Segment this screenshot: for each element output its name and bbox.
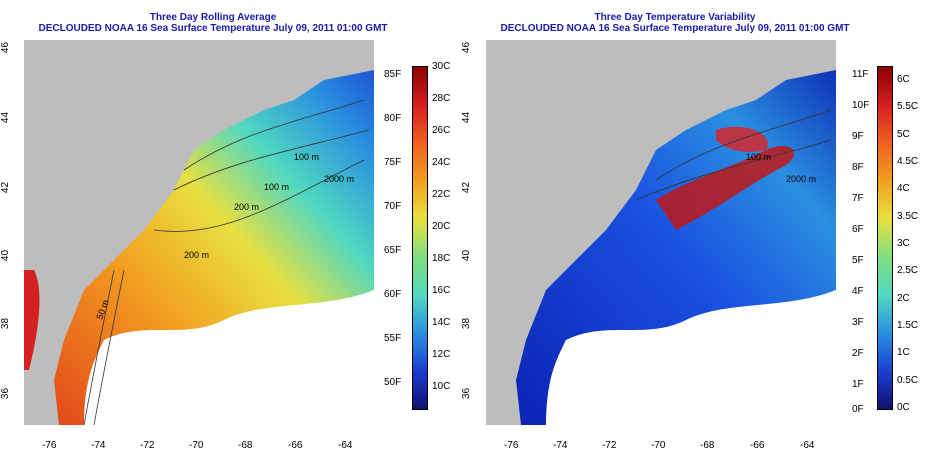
left-cbar-c-4: 22C [432,189,451,200]
left-cbar-f-7: 50F [384,377,402,388]
right-cbar-f-1: 10F [852,100,870,111]
left-cbar-c-7: 16C [432,285,451,296]
left-y-tick-36: 36 [0,387,12,400]
right-cbar-c-4: 4C [897,183,910,194]
right-cbar-c-7: 2.5C [897,265,919,276]
right-cbar-c-2: 5C [897,129,910,140]
right-cbar-f-2: 9F [852,131,864,142]
right-y-tick-44: 44 [461,111,473,124]
right-cbar-f-11: 0F [852,404,864,415]
right-hotspot-2 [716,126,768,152]
left-cbar-f-0: 85F [384,69,402,80]
left-contour-label-2: 200 m [184,250,209,260]
right-x-tick-68: -68 [700,440,715,451]
right-cloud-area [546,290,836,425]
left-cbar-f-3: 70F [384,201,402,212]
left-cbar-c-2: 26C [432,125,451,136]
right-cbar-f-3: 8F [852,162,864,173]
right-cbar-c-6: 3C [897,238,910,249]
left-cbar-c-1: 28C [432,93,451,104]
left-land-mass [24,40,374,425]
right-cbar-f-4: 7F [852,193,864,204]
right-contour-label-2: 2000 m [786,174,816,184]
right-cbar-f-7: 4F [852,286,864,297]
right-title-line2: DECLOUDED NOAA 16 Sea Surface Temperatur… [500,23,850,34]
left-cbar-f-2: 75F [384,157,402,168]
left-cbar-c-6: 18C [432,253,451,264]
left-title: Three Day Rolling Average DECLOUDED NOAA… [22,12,404,34]
left-map: 100 m 200 m 2000 m 50 m 100 m 200 m [24,40,374,425]
left-cbar-f-5: 60F [384,289,402,300]
right-x-tick-66: -66 [750,440,765,451]
right-cbar-f-5: 6F [852,224,864,235]
left-contour-label-3: 2000 m [324,174,354,184]
right-cbar-c-10: 1C [897,347,910,358]
right-x-tick-64: -64 [800,440,815,451]
right-cbar-f-10: 1F [852,379,864,390]
right-x-tick-70: -70 [651,440,666,451]
left-x-tick-66: -66 [288,440,303,451]
left-x-tick-72: -72 [140,440,155,451]
left-cbar-c-8: 14C [432,317,451,328]
left-y-tick-44: 44 [0,111,12,124]
left-contour-label-5: 100 m [264,182,289,192]
left-x-tick-68: -68 [238,440,253,451]
right-x-tick-76: -76 [504,440,519,451]
left-cloud-area [84,290,374,425]
right-cbar-c-12: 0C [897,402,910,413]
left-cbar-f-4: 65F [384,245,402,256]
left-x-tick-74: -74 [91,440,106,451]
left-y-tick-42: 42 [0,181,12,194]
left-title-line2: DECLOUDED NOAA 16 Sea Surface Temperatur… [38,23,388,34]
right-cbar-c-11: 0.5C [897,375,919,386]
right-x-tick-74: -74 [553,440,568,451]
left-cbar-f-6: 55F [384,333,402,344]
right-y-tick-40: 40 [461,249,473,262]
right-cbar-c-8: 2C [897,293,910,304]
left-x-tick-70: -70 [189,440,204,451]
left-y-tick-46: 46 [0,41,12,54]
right-map-svg: 100 m 2000 m [486,40,836,425]
right-cbar-f-0: 11F [852,69,869,80]
right-title: Three Day Temperature Variability DECLOU… [484,12,866,34]
left-cbar-c-10: 10C [432,381,451,392]
left-cbar-f-1: 80F [384,113,402,124]
left-map-svg: 100 m 200 m 2000 m 50 m 100 m 200 m [24,40,374,425]
left-y-tick-40: 40 [0,249,12,262]
left-contour-label-6: 200 m [234,202,259,212]
left-title-line1: Three Day Rolling Average [149,12,277,23]
left-cbar-c-0: 30C [432,61,451,72]
right-y-tick-42: 42 [461,181,473,194]
right-cbar-c-3: 4.5C [897,156,919,167]
right-title-line1: Three Day Temperature Variability [594,12,756,23]
left-contour-label-1: 100 m [294,152,319,162]
left-colorbar [412,66,428,410]
right-x-tick-72: -72 [602,440,617,451]
right-cbar-c-1: 5.5C [897,101,919,112]
right-map: 100 m 2000 m [486,40,836,425]
right-cbar-f-6: 5F [852,255,864,266]
left-cbar-c-5: 20C [432,221,451,232]
right-hotspot-1 [656,145,795,230]
right-contour-label-1: 100 m [746,152,771,162]
left-cbar-c-3: 24C [432,157,451,168]
right-cbar-f-8: 3F [852,317,864,328]
left-cbar-c-9: 12C [432,349,451,360]
right-cbar-f-9: 2F [852,348,864,359]
right-land-mass [486,40,836,425]
left-y-tick-38: 38 [0,317,12,330]
right-cbar-c-0: 6C [897,74,910,85]
right-y-tick-46: 46 [461,41,473,54]
right-y-tick-38: 38 [461,317,473,330]
right-y-tick-36: 36 [461,387,473,400]
right-colorbar [877,66,893,410]
left-x-tick-64: -64 [338,440,353,451]
right-cbar-c-5: 3.5C [897,211,919,222]
left-x-tick-76: -76 [42,440,57,451]
right-cbar-c-9: 1.5C [897,320,919,331]
